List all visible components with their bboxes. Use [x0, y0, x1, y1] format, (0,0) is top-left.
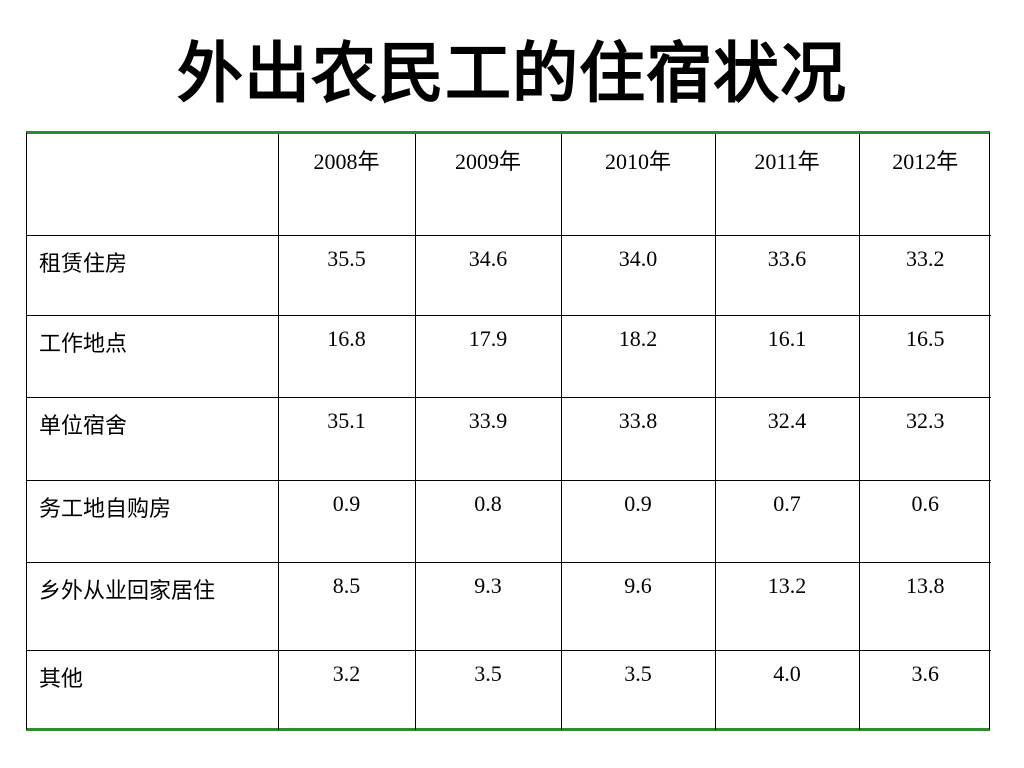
table-cell: 18.2 — [560, 314, 716, 398]
table-cell: 34.0 — [560, 234, 716, 316]
column-header: 2011年 — [714, 134, 860, 236]
table-row: 乡外从业回家居住 8.5 9.3 9.6 13.2 13.8 — [27, 561, 991, 651]
row-label: 其他 — [27, 649, 279, 730]
table-row: 工作地点 16.8 17.9 18.2 16.1 16.5 — [27, 314, 991, 398]
table-row: 单位宿舍 35.1 33.9 33.8 32.4 32.3 — [27, 396, 991, 481]
table-cell: 32.3 — [858, 396, 991, 481]
table-cell: 35.5 — [277, 234, 416, 316]
table-cell: 3.2 — [277, 649, 416, 730]
row-label: 务工地自购房 — [27, 479, 279, 563]
table-cell: 17.9 — [414, 314, 562, 398]
table-cell: 3.5 — [414, 649, 562, 730]
table-cell: 16.8 — [277, 314, 416, 398]
column-header: 2009年 — [414, 134, 562, 236]
corner-cell — [27, 134, 279, 236]
row-label: 乡外从业回家居住 — [27, 561, 279, 651]
table-row: 租赁住房 35.5 34.6 34.0 33.6 33.2 — [27, 234, 991, 316]
header-row: 2008年 2009年 2010年 2011年 2012年 — [27, 134, 991, 236]
table-row: 务工地自购房 0.9 0.8 0.9 0.7 0.6 — [27, 479, 991, 563]
table-cell: 33.6 — [714, 234, 860, 316]
row-label: 单位宿舍 — [27, 396, 279, 481]
table-cell: 8.5 — [277, 561, 416, 651]
table-cell: 13.8 — [858, 561, 991, 651]
column-header: 2010年 — [560, 134, 716, 236]
table-cell: 34.6 — [414, 234, 562, 316]
column-header: 2012年 — [858, 134, 991, 236]
table-cell: 35.1 — [277, 396, 416, 481]
row-label: 租赁住房 — [27, 234, 279, 316]
table-cell: 9.6 — [560, 561, 716, 651]
row-label: 工作地点 — [27, 314, 279, 398]
table-cell: 0.6 — [858, 479, 991, 563]
table-cell: 33.9 — [414, 396, 562, 481]
table-cell: 3.6 — [858, 649, 991, 730]
table-cell: 4.0 — [714, 649, 860, 730]
table-row: 其他 3.2 3.5 3.5 4.0 3.6 — [27, 649, 991, 730]
housing-table: 2008年 2009年 2010年 2011年 2012年 租赁住房 35.5 … — [27, 134, 991, 730]
table-cell: 16.1 — [714, 314, 860, 398]
slide-title: 外出农民工的住宿状况 — [177, 34, 847, 112]
table-cell: 9.3 — [414, 561, 562, 651]
table-cell: 13.2 — [714, 561, 860, 651]
table-cell: 16.5 — [858, 314, 991, 398]
housing-table-container: 2008年 2009年 2010年 2011年 2012年 租赁住房 35.5 … — [26, 131, 991, 731]
table-cell: 0.7 — [714, 479, 860, 563]
table-cell: 0.9 — [277, 479, 416, 563]
table-cell: 33.2 — [858, 234, 991, 316]
table-cell: 0.9 — [560, 479, 716, 563]
table-cell: 32.4 — [714, 396, 860, 481]
table-cell: 3.5 — [560, 649, 716, 730]
table-cell: 33.8 — [560, 396, 716, 481]
column-header: 2008年 — [277, 134, 416, 236]
table-cell: 0.8 — [414, 479, 562, 563]
